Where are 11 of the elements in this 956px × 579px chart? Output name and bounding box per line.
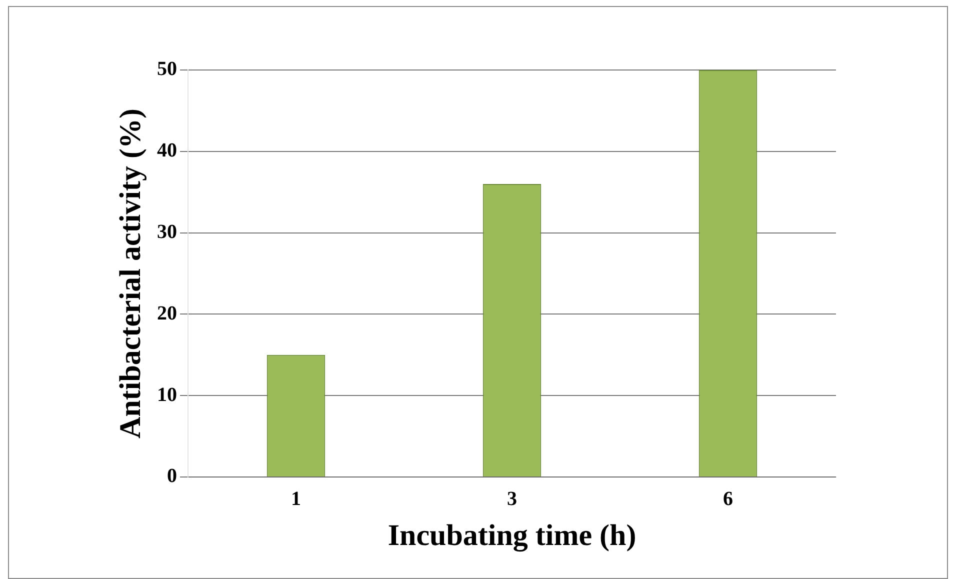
y-tick-label: 10	[157, 384, 177, 406]
y-axis-title: Antibacterial activity (%)	[114, 108, 147, 438]
x-tick-label: 3	[507, 488, 517, 510]
x-axis-title: Incubating time (h)	[388, 518, 636, 552]
y-tick-label: 0	[167, 465, 177, 488]
x-tick-label: 6	[723, 488, 733, 510]
x-tick-label: 1	[291, 488, 301, 510]
y-tick-label: 20	[157, 302, 177, 324]
y-tick-label: 40	[157, 140, 177, 162]
y-tick-label: 50	[157, 58, 177, 80]
y-tick-label: 30	[157, 220, 177, 243]
